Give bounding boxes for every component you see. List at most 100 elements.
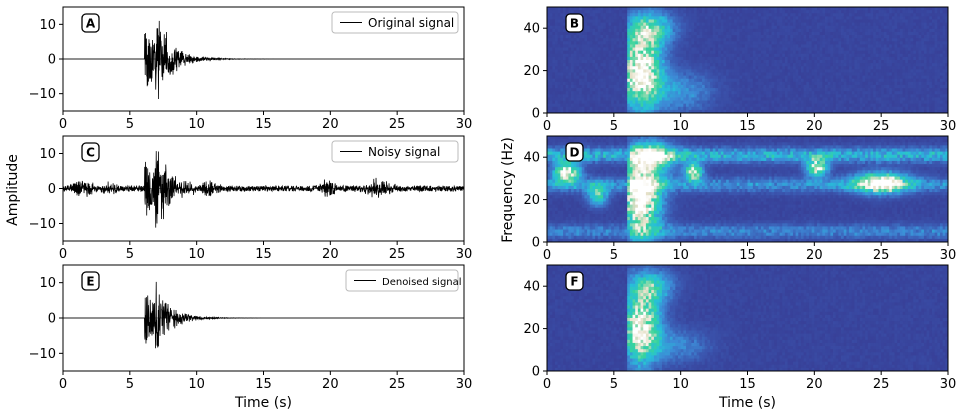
spectrogram-cell xyxy=(835,25,839,30)
spectrogram-cell xyxy=(926,69,930,73)
spectrogram-cell xyxy=(742,63,746,67)
spectrogram-cell xyxy=(592,103,596,108)
spectrogram-cell xyxy=(659,63,663,67)
spectrogram-cell xyxy=(664,69,668,73)
spectrogram-cell xyxy=(846,35,850,39)
spectrogram-cell xyxy=(774,100,778,105)
spectrogram-cell xyxy=(635,53,639,58)
spectrogram-cell xyxy=(632,88,636,92)
spectrogram-cell xyxy=(814,94,818,98)
spectrogram-cell xyxy=(894,35,898,39)
spectrogram-cell xyxy=(750,109,754,114)
spectrogram-cell xyxy=(557,63,561,67)
spectrogram-cell xyxy=(902,56,906,61)
spectrogram-cell xyxy=(833,38,837,42)
spectrogram-cell xyxy=(854,19,858,23)
spectrogram-cell xyxy=(651,109,655,114)
spectrogram-cell xyxy=(846,19,850,23)
spectrogram-cell xyxy=(563,69,567,73)
spectrogram-cell xyxy=(873,106,877,111)
spectrogram-cell xyxy=(808,78,813,83)
spectrogram-cell xyxy=(691,50,695,55)
spectrogram-cell xyxy=(603,47,607,52)
spectrogram-cell xyxy=(686,100,690,105)
spectrogram-cell xyxy=(568,109,572,114)
spectrogram-cell xyxy=(675,28,679,33)
spectrogram-cell xyxy=(854,81,858,86)
spectrogram-cell xyxy=(878,97,882,101)
spectrogram-cell xyxy=(672,28,676,33)
spectrogram-cell xyxy=(675,106,679,111)
spectrogram-cell xyxy=(720,75,724,80)
spectrogram-cell xyxy=(691,97,695,101)
spectrogram-cell xyxy=(806,19,810,23)
spectrogram-cell xyxy=(720,97,724,101)
spectrogram-cell xyxy=(747,100,751,105)
spectrogram-cell xyxy=(782,28,786,33)
spectrogram-cell xyxy=(720,100,724,105)
spectrogram-cell xyxy=(867,75,871,80)
spectrogram-cell xyxy=(766,19,770,23)
spectrogram-cell xyxy=(819,72,823,76)
spectrogram-cell xyxy=(902,25,906,30)
spectrogram-cell xyxy=(595,103,599,108)
spectrogram-cell xyxy=(560,38,564,42)
spectrogram-cell xyxy=(814,7,818,11)
spectrogram-cell xyxy=(702,44,706,48)
spectrogram-cell xyxy=(822,31,826,36)
spectrogram-cell xyxy=(886,72,890,76)
spectrogram-cell xyxy=(833,19,837,23)
spectrogram-cell xyxy=(728,41,732,45)
spectrogram-cell xyxy=(712,106,716,111)
spectrogram-cell xyxy=(905,109,909,114)
spectrogram-cell xyxy=(862,88,866,92)
spectrogram-cell xyxy=(648,84,652,89)
spectrogram-cell xyxy=(902,38,906,42)
spectrogram-cell xyxy=(624,16,628,20)
spectrogram-cell xyxy=(715,25,719,30)
spectrogram-cell xyxy=(710,7,714,11)
spectrogram-cell xyxy=(881,50,885,55)
spectrogram-cell xyxy=(806,56,810,61)
spectrogram-cell xyxy=(728,103,732,108)
spectrogram-cell xyxy=(547,28,551,33)
spectrogram-cell xyxy=(905,81,909,86)
spectrogram-cell xyxy=(808,19,813,23)
spectrogram-cell xyxy=(710,75,714,80)
spectrogram-cell xyxy=(616,44,620,48)
spectrogram-cell xyxy=(718,72,722,76)
spectrogram-cell xyxy=(659,16,663,20)
spectrogram-cell xyxy=(862,78,866,83)
spectrogram-cell xyxy=(779,100,783,105)
spectrogram-cell xyxy=(870,69,874,73)
spectrogram-cell xyxy=(555,28,559,33)
spectrogram-cell xyxy=(560,31,564,36)
spectrogram-cell xyxy=(833,31,837,36)
spectrogram-cell xyxy=(779,16,783,20)
spectrogram-cell xyxy=(784,22,788,27)
spectrogram-cell xyxy=(718,53,722,58)
spectrogram-cell xyxy=(736,44,740,48)
spectrogram-cell xyxy=(907,103,911,108)
spectrogram-cell xyxy=(592,53,596,58)
spectrogram-cell xyxy=(552,38,556,42)
spectrogram-cell xyxy=(798,47,802,52)
spectrogram-cell xyxy=(857,91,861,95)
spectrogram-cell xyxy=(843,106,847,111)
spectrogram-cell xyxy=(563,103,567,108)
spectrogram-cell xyxy=(688,60,692,64)
spectrogram-cell xyxy=(795,28,799,33)
spectrogram-cell xyxy=(870,109,874,114)
spectrogram-cell xyxy=(819,16,823,20)
spectrogram-cell xyxy=(696,53,700,58)
spectrogram-cell xyxy=(600,13,604,17)
spectrogram-cell xyxy=(862,94,866,98)
spectrogram-cell xyxy=(873,109,877,114)
spectrogram-cell xyxy=(849,10,853,14)
spectrogram-cell xyxy=(835,60,839,64)
spectrogram-cell xyxy=(878,7,882,11)
spectrogram-cell xyxy=(875,75,879,80)
spectrogram-cell xyxy=(656,72,660,76)
spectrogram-cell xyxy=(784,38,788,42)
spectrogram-cell xyxy=(664,35,668,39)
